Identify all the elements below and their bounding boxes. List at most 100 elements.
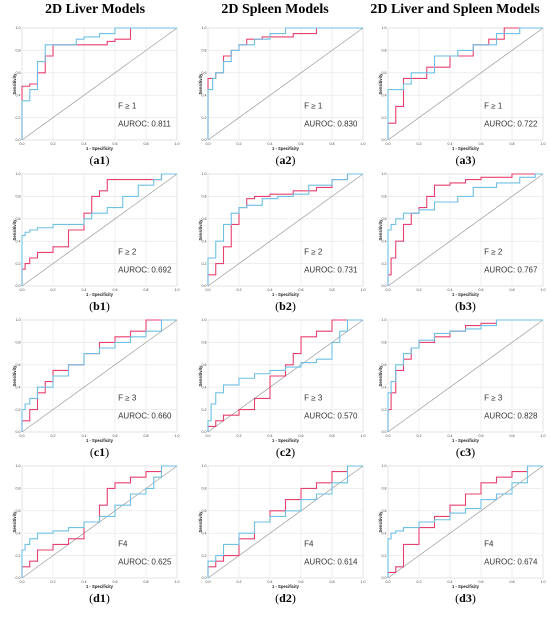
- roc-curve-pink: [387, 27, 543, 140]
- y-tick-label: 0.0: [202, 430, 207, 434]
- x-tick-label: 1.0: [175, 434, 180, 438]
- panel-caption-id: a1: [93, 153, 106, 167]
- roc-panel-b1: 0.0 0.0 0.2 0.2 0.4 0.4 0.6 0.6 0.8 0.8 1.0 1.0 1 - …: [12, 172, 187, 314]
- x-tick-label: 1.0: [361, 142, 366, 146]
- y-tick-label: 0.2: [202, 116, 207, 120]
- x-tick-label: 0.6: [113, 142, 118, 146]
- y-tick-label: 0.4: [202, 385, 207, 389]
- x-tick-label: 0.2: [417, 142, 422, 146]
- roc-panel-c1: 0.0 0.0 0.2 0.2 0.4 0.4 0.6 0.6 0.8 0.8 1.0 1.0 1 - …: [12, 318, 187, 460]
- x-axis-label: 1 - Specificity: [272, 584, 300, 589]
- y-tick-label: 1.0: [382, 318, 387, 322]
- auroc-label: AUROC: 0.767: [484, 266, 538, 275]
- x-tick-label: 1.0: [361, 288, 366, 292]
- panel-caption: (a1): [89, 153, 110, 167]
- y-tick-label: 0.6: [382, 71, 387, 75]
- x-tick-label: 0.0: [386, 142, 391, 146]
- y-tick-label: 1.0: [382, 172, 387, 176]
- roc-curve-blue: [207, 319, 363, 432]
- y-tick-label: 1.0: [202, 26, 207, 30]
- x-tick-label: 0.8: [330, 288, 335, 292]
- fibrosis-stage-label: F ≥ 1: [484, 102, 503, 111]
- x-axis-label: 1 - Specificity: [86, 584, 114, 589]
- x-tick-label: 0.6: [113, 434, 118, 438]
- x-axis-label: 1 - Specificity: [272, 292, 300, 297]
- panel-caption: (d2): [275, 591, 296, 605]
- y-tick-label: 0.8: [202, 195, 207, 199]
- roc-panel-d1: 0.0 0.0 0.2 0.2 0.4 0.4 0.6 0.6 0.8 0.8 1.0 1.0 1 - …: [12, 464, 187, 606]
- y-tick-label: 0.8: [16, 49, 21, 53]
- roc-curve-blue: [207, 27, 363, 140]
- auroc-label: AUROC: 0.625: [118, 558, 172, 567]
- y-tick-label: 0.2: [382, 116, 387, 120]
- y-axis-label: Sensitivity: [12, 219, 17, 241]
- reference-diagonal: [21, 27, 178, 141]
- auroc-label: AUROC: 0.722: [484, 120, 538, 129]
- x-axis-label: 1 - Specificity: [272, 438, 300, 443]
- y-tick-label: 0.4: [16, 239, 21, 243]
- y-tick-label: 0.2: [382, 554, 387, 558]
- x-tick-label: 0.0: [20, 142, 25, 146]
- y-tick-label: 1.0: [16, 464, 21, 468]
- x-tick-label: 0.2: [237, 434, 242, 438]
- x-tick-label: 0.6: [113, 580, 118, 584]
- y-tick-label: 0.4: [16, 385, 21, 389]
- column-title-liver: 2D Liver Models: [44, 2, 146, 17]
- x-axis-label: 1 - Specificity: [86, 438, 114, 443]
- y-tick-label: 0.6: [202, 217, 207, 221]
- x-tick-label: 0.4: [268, 142, 273, 146]
- reference-diagonal: [207, 173, 364, 287]
- x-tick-label: 0.8: [330, 142, 335, 146]
- x-tick-label: 0.0: [206, 434, 211, 438]
- roc-panel-a3: 0.0 0.0 0.2 0.2 0.4 0.4 0.6 0.6 0.8 0.8 1.0 1.0 1 - …: [378, 26, 550, 168]
- roc-panel-d2: 0.0 0.0 0.2 0.2 0.4 0.4 0.6 0.6 0.8 0.8 1.0 1.0 1 - …: [198, 464, 373, 606]
- panel-caption-id: d3: [459, 591, 472, 605]
- x-tick-label: 0.6: [479, 580, 484, 584]
- panel-caption: (a3): [455, 153, 476, 167]
- y-tick-label: 0.6: [16, 71, 21, 75]
- y-tick-label: 0.0: [382, 138, 387, 142]
- y-axis-label: Sensitivity: [378, 219, 383, 241]
- x-tick-label: 0.4: [82, 288, 87, 292]
- panel-caption: (d3): [455, 591, 476, 605]
- fibrosis-stage-label: F4: [484, 540, 494, 549]
- panel-caption: (c2): [275, 445, 296, 459]
- x-tick-label: 0.8: [144, 580, 149, 584]
- fibrosis-stage-label: F ≥ 1: [304, 102, 323, 111]
- y-tick-label: 0.0: [202, 138, 207, 142]
- y-tick-label: 0.8: [16, 341, 21, 345]
- x-tick-label: 1.0: [541, 580, 546, 584]
- roc-chart-a1: 0.00.0 0.2 0.2 0.4 0.4 0.6 0.6 0.8 0.8 1.0 1.0 1 - …: [12, 26, 180, 151]
- x-axis-label: 1 - Specificity: [86, 292, 114, 297]
- y-tick-label: 0.2: [202, 408, 207, 412]
- auroc-label: AUROC: 0.674: [484, 558, 538, 567]
- roc-curve-blue: [387, 173, 543, 286]
- y-tick-label: 0.2: [382, 408, 387, 412]
- y-tick-label: 0.0: [382, 284, 387, 288]
- roc-curve-pink: [387, 465, 543, 578]
- x-tick-label: 0.4: [82, 580, 87, 584]
- y-tick-label: 0.2: [16, 554, 21, 558]
- y-axis-label: Sensitivity: [12, 511, 17, 533]
- x-tick-label: 1.0: [175, 288, 180, 292]
- y-tick-label: 0.8: [202, 341, 207, 345]
- y-tick-label: 0.8: [382, 49, 387, 53]
- y-tick-label: 1.0: [202, 464, 207, 468]
- y-axis-label: Sensitivity: [12, 365, 17, 387]
- y-tick-label: 0.4: [382, 239, 387, 243]
- panel-caption-id: c2: [279, 445, 292, 459]
- y-tick-label: 0.0: [16, 138, 21, 142]
- y-tick-label: 0.8: [202, 49, 207, 53]
- y-axis-label: Sensitivity: [378, 73, 383, 95]
- reference-diagonal: [21, 173, 178, 287]
- y-tick-label: 0.6: [382, 509, 387, 513]
- column-title-liver-spleen: 2D Liver and Spleen Models: [370, 2, 540, 17]
- roc-curve-pink: [387, 319, 543, 432]
- roc-curve-blue: [387, 319, 543, 432]
- roc-chart-d1: 0.00.0 0.2 0.2 0.4 0.4 0.6 0.6 0.8 0.8 1.0 1.0 1 - …: [12, 464, 180, 589]
- fibrosis-stage-label: F ≥ 3: [484, 394, 503, 403]
- reference-diagonal: [387, 319, 544, 433]
- fibrosis-stage-label: F ≥ 1: [118, 102, 137, 111]
- x-axis-label: 1 - Specificity: [452, 584, 480, 589]
- panel-caption-id: b3: [459, 299, 472, 313]
